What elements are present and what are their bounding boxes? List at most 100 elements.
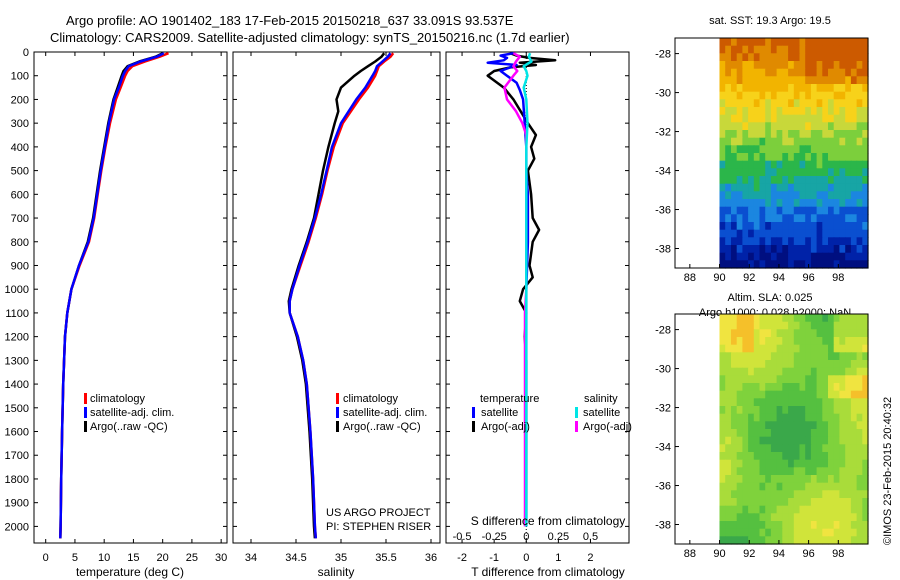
map-cell [725,421,732,430]
depth-tick-label: 2000 [5,521,29,533]
map-cell [833,413,840,422]
map-cell [719,398,726,407]
map-cell [788,237,795,246]
map-cell [731,38,738,47]
map-cell [822,536,829,545]
map-cell [799,145,806,154]
map-cell [782,421,789,430]
map-cell [833,91,840,100]
map-cell [782,76,789,85]
map-cell [850,61,858,70]
map-cell [736,475,743,484]
map-cell [828,490,835,499]
map-cell [736,260,743,269]
map-cell [833,329,840,338]
difference-x2label: S difference from climatology [471,514,626,528]
map-cell [776,398,783,407]
legend-swatch-s-argo [575,421,578,432]
map-cell [862,245,869,254]
map-cell [862,498,869,507]
map-cell [770,114,778,123]
map-cell [810,383,818,392]
map-cell [770,176,778,185]
map-cell [833,452,840,461]
map-cell [748,406,755,415]
map-cell [736,252,743,261]
map-cell [839,390,846,399]
map-cell [816,99,823,108]
map-cell [845,237,852,246]
map-cell [816,398,823,407]
map-cell [770,406,778,415]
map-cell [719,375,726,384]
map-cell [793,475,801,484]
map-cell [742,436,749,445]
salinity-panel-frame [232,51,441,544]
map-cell [856,467,863,476]
map-cell [805,176,812,185]
map-cell [850,45,858,54]
map-cell [850,505,858,514]
map-cell [748,344,755,353]
map-cell [725,513,732,522]
map-cell [725,252,732,261]
map-cell [805,444,812,453]
map-cell [805,505,812,514]
map-cell [850,321,858,330]
map-cell [793,314,801,323]
map-cell [810,337,818,346]
map-cell [845,199,852,208]
map-cell [759,252,766,261]
map-cell [765,45,772,54]
map-y-tick-label: -38 [655,520,671,532]
map-cell [725,329,732,338]
map-cell [765,467,772,476]
map-cell [725,99,732,108]
map-cell [776,436,783,445]
map-cell [856,214,863,223]
map-cell [833,513,840,522]
map-cell [822,176,829,185]
map-cell [770,375,778,384]
map-cell [822,314,829,323]
map-cell [731,429,738,438]
map-cell [719,38,726,47]
map-cell [793,482,801,491]
map-cell [793,99,801,108]
map-cell [731,367,738,376]
map-cell [736,444,743,453]
map-cell [736,214,743,223]
map-cell [828,145,835,154]
map-cell [828,245,835,254]
map-cell [828,153,835,162]
map-cell [719,168,726,177]
map-cell [765,505,772,514]
map-cell [776,107,783,116]
map-cell [753,222,761,231]
map-cell [828,91,835,100]
map-cell [776,53,783,62]
map-cell [816,38,823,47]
map-cell [759,344,766,353]
map-cell [799,61,806,70]
map-cell [765,122,772,131]
map-cell [719,222,726,231]
map-cell [782,122,789,131]
map-cell [793,352,801,361]
map-cell [833,229,840,238]
map-cell [862,183,869,192]
map-cell [742,145,749,154]
map-cell [736,99,743,108]
map-cell [799,337,806,346]
map-cell [862,513,869,522]
map-cell [839,68,846,77]
map-cell [850,153,858,162]
map-cell [850,38,858,47]
map-cell [725,222,732,231]
map-cell [850,375,858,384]
map-cell [782,337,789,346]
map-cell [845,498,852,507]
map-cell [850,237,858,246]
map-cell [770,337,778,346]
map-cell [793,383,801,392]
